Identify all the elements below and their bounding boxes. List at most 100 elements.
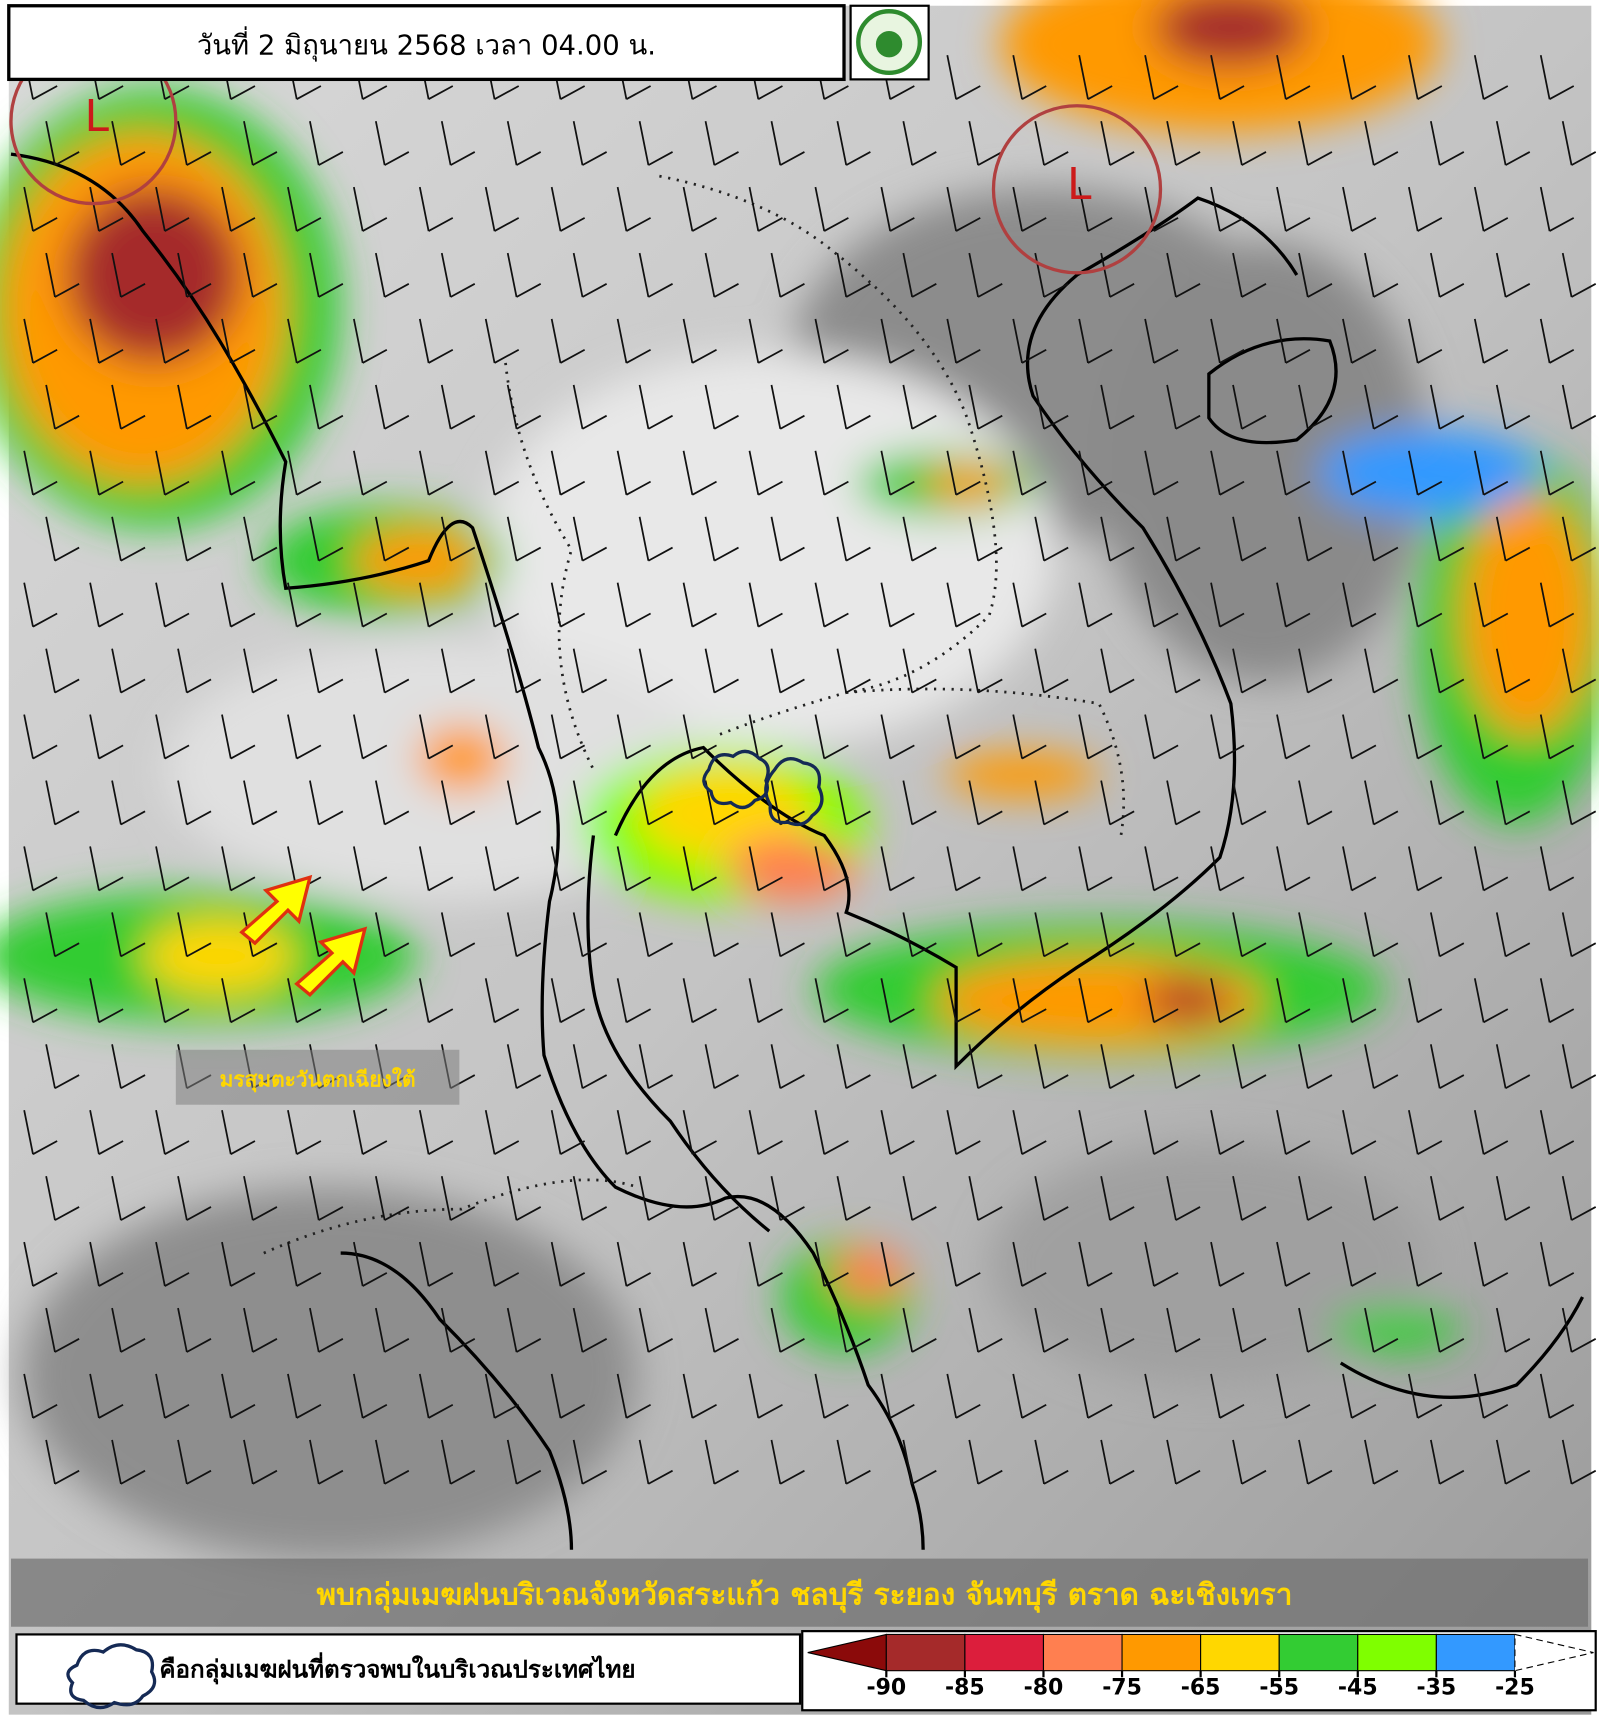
wind-barb xyxy=(221,318,256,364)
wind-barb xyxy=(1034,1307,1069,1353)
wind-barb xyxy=(484,846,520,892)
wind-barb xyxy=(484,1110,520,1155)
wind-barb xyxy=(572,648,608,694)
borders xyxy=(263,174,1126,1255)
wind-barb xyxy=(374,1307,410,1353)
wind-barb xyxy=(638,252,673,298)
wind-barb xyxy=(287,1110,322,1155)
wind-barb xyxy=(1210,55,1245,100)
wind-barb xyxy=(748,582,783,628)
wind-barb xyxy=(374,252,410,298)
wind-barb xyxy=(1364,1439,1399,1485)
wind-barb xyxy=(1473,846,1509,892)
wind-barb xyxy=(1210,1110,1245,1155)
wind-barb xyxy=(1298,1175,1333,1221)
wind-barb xyxy=(1144,846,1179,892)
wind-barb xyxy=(638,1307,673,1353)
wind-barb xyxy=(177,384,212,430)
wind-barb xyxy=(638,1439,673,1485)
wind-barb xyxy=(418,846,454,892)
wind-barb xyxy=(45,252,80,298)
wind-barb xyxy=(1144,55,1179,100)
wind-barb xyxy=(89,846,124,892)
wind-barb xyxy=(550,450,586,496)
wind-barb xyxy=(353,450,388,496)
wind-barb xyxy=(23,186,58,232)
wind-barb xyxy=(111,780,146,826)
wind-barb xyxy=(1078,450,1113,496)
wind-barb xyxy=(155,582,190,628)
wind-barb xyxy=(1408,1241,1443,1287)
wind-barb xyxy=(836,120,871,166)
wind-barb xyxy=(946,846,981,892)
wind-barb xyxy=(1210,1373,1245,1419)
wind-barb xyxy=(1276,1110,1311,1155)
wind-barb xyxy=(506,120,542,166)
wind-barb xyxy=(1100,120,1135,166)
wind-barb xyxy=(1473,1110,1509,1155)
wind-barb xyxy=(111,1439,146,1485)
wind-barb xyxy=(418,1110,454,1155)
wind-barb xyxy=(243,1175,278,1221)
wind-barb xyxy=(243,648,278,694)
wind-barb xyxy=(89,318,124,364)
wind-barb xyxy=(1495,1439,1531,1485)
wind-barb xyxy=(1495,252,1531,298)
wind-barb xyxy=(880,582,915,628)
wind-barb xyxy=(243,252,278,298)
wind-barb xyxy=(1342,1373,1377,1419)
wind-barb xyxy=(1012,978,1047,1024)
wind-barb xyxy=(418,1241,454,1287)
wind-barb xyxy=(177,252,212,298)
rain-cloud-markers xyxy=(702,749,824,827)
wind-barb xyxy=(1364,780,1399,826)
wind-barb xyxy=(748,1110,783,1155)
wind-barb xyxy=(946,978,981,1024)
wind-barb xyxy=(1232,780,1267,826)
wind-barb xyxy=(1364,252,1399,298)
wind-barb xyxy=(836,648,871,694)
wind-barb xyxy=(353,582,388,628)
cloud-icon xyxy=(66,1643,157,1710)
wind-barb xyxy=(682,1241,717,1287)
wind-barb xyxy=(1342,186,1377,232)
wind-barb xyxy=(814,450,849,496)
wind-barb xyxy=(814,846,849,892)
wind-barb xyxy=(177,1307,212,1353)
wind-barb xyxy=(902,120,937,166)
wind-barb xyxy=(814,318,849,364)
wind-barb xyxy=(45,1307,80,1353)
wind-barb xyxy=(1232,120,1267,166)
wind-barb xyxy=(946,318,981,364)
wind-barb xyxy=(484,582,520,628)
wind-barb xyxy=(1210,318,1245,364)
wind-barb xyxy=(1342,318,1377,364)
wind-barb xyxy=(155,1110,190,1155)
wind-barb xyxy=(1078,55,1113,100)
wind-barb xyxy=(550,714,586,760)
title: วันที่ 2 มิถุนายน 2568 เวลา 04.00 น. xyxy=(197,26,656,62)
wind-barb xyxy=(1408,318,1443,364)
wind-barb xyxy=(374,780,410,826)
wind-barb xyxy=(418,582,454,628)
wind-barb xyxy=(89,186,124,232)
wind-barb xyxy=(946,450,981,496)
wind-barb xyxy=(1276,714,1311,760)
wind-barb xyxy=(374,912,410,958)
wind-barb xyxy=(1539,714,1575,760)
wind-barb xyxy=(1166,384,1201,430)
wind-barb xyxy=(1298,1044,1333,1090)
wind-barb xyxy=(309,648,344,694)
wind-barb xyxy=(1539,978,1575,1024)
wind-barb xyxy=(704,912,739,958)
wind-barb xyxy=(1034,648,1069,694)
wind-barb xyxy=(418,186,454,232)
wind-barb xyxy=(1342,582,1377,628)
wind-barb xyxy=(1166,780,1201,826)
wind-barb xyxy=(770,120,805,166)
wind-barb xyxy=(770,912,805,958)
wind-barb xyxy=(353,1373,388,1419)
wind-barb xyxy=(770,252,805,298)
wind-barb xyxy=(1561,252,1597,298)
wind-barb xyxy=(221,978,256,1024)
